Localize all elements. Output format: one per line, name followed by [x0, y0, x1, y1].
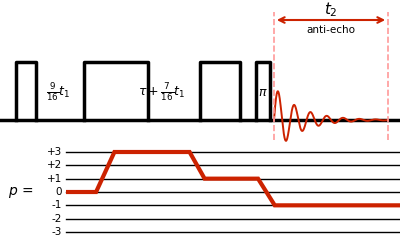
Text: $t_2$: $t_2$: [324, 0, 338, 19]
Text: $\frac{9}{16}t_1$: $\frac{9}{16}t_1$: [46, 81, 70, 103]
Text: -1: -1: [52, 200, 62, 210]
Text: $\tau+\frac{7}{16}t_1$: $\tau+\frac{7}{16}t_1$: [138, 81, 186, 103]
Text: +3: +3: [47, 147, 62, 157]
Text: 0: 0: [56, 187, 62, 197]
Text: +2: +2: [47, 160, 62, 170]
Text: $p$ =: $p$ =: [8, 185, 33, 199]
Text: +1: +1: [47, 174, 62, 184]
Text: $\pi$: $\pi$: [258, 85, 268, 98]
Text: anti-echo: anti-echo: [306, 25, 356, 35]
Text: -2: -2: [52, 214, 62, 224]
Text: -3: -3: [52, 227, 62, 237]
